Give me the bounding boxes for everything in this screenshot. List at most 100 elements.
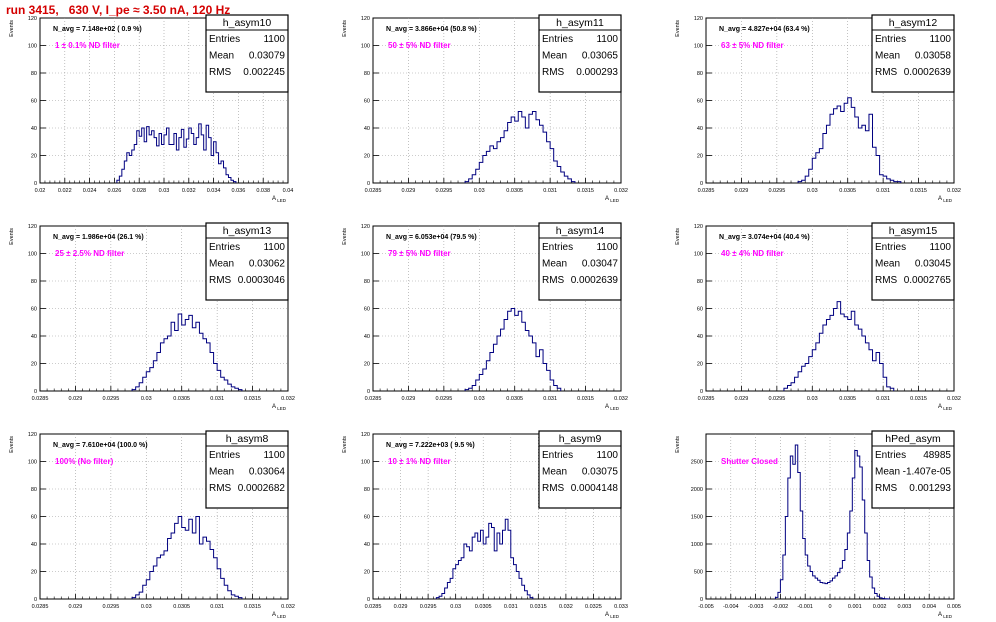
y-tick-label: 80: [31, 487, 37, 493]
x-tick-label: 0.029: [394, 604, 408, 610]
y-tick-label: 0: [34, 597, 37, 603]
x-tick-label: 0.029: [735, 396, 749, 402]
filter-label: 79 ± 5% ND filter: [388, 249, 451, 258]
stats-value: 1100: [263, 242, 285, 253]
stats-value: 0.03065: [582, 51, 619, 62]
histogram-name: h_asym8: [226, 433, 269, 445]
x-tick-label: 0.029: [402, 188, 416, 194]
stats-value: 48985: [923, 450, 951, 461]
y-tick-label: 100: [361, 252, 370, 258]
stats-box: [205, 14, 289, 93]
x-tick-label: 0.031: [543, 188, 557, 194]
histogram-h_asym11: 0.0285 0.029 0.0295 0.03 0.0305 0.031 0.0315 0.…: [342, 14, 628, 203]
x-tick-label: 0.0305: [839, 396, 856, 402]
stats-value: 1100: [263, 34, 285, 45]
filter-label: 10 ± 1% ND filter: [388, 457, 451, 466]
x-tick-label: 0.032: [614, 188, 628, 194]
x-tick-label: 0.031: [210, 396, 224, 402]
histogram-h_asym10: 0.02 0.022 0.024 0.026 0.028 0.03 0.032 0.034 0.…: [9, 14, 293, 203]
x-tick-label: 0.036: [232, 188, 246, 194]
x-tick-label: 0.0285: [365, 604, 382, 610]
stats-label: Mean: [209, 259, 234, 270]
y-tick-label: 100: [694, 252, 703, 258]
stats-label: Entries: [875, 34, 906, 45]
histogram-name: h_asym15: [889, 225, 938, 237]
stats-label: RMS: [542, 67, 565, 78]
x-tick-label: 0.0305: [475, 604, 492, 610]
stats-value: 0.03045: [915, 259, 952, 270]
y-tick-label: 2000: [691, 487, 703, 493]
histogram-h_asym14: 0.0285 0.029 0.0295 0.03 0.0305 0.031 0.0315 0.…: [342, 222, 628, 411]
stats-label: Entries: [542, 242, 573, 253]
x-tick-label: 0.0305: [839, 188, 856, 194]
stats-box: [538, 222, 622, 301]
stats-value: 1100: [596, 450, 618, 461]
x-tick-label: 0.03: [474, 188, 485, 194]
x-tick-label: 0.0305: [506, 396, 523, 402]
y-tick-label: 20: [31, 362, 37, 368]
y-tick-label: 20: [31, 570, 37, 576]
x-tick-label: 0.029: [402, 396, 416, 402]
y-tick-label: 1500: [691, 515, 703, 521]
x-tick-label: 0.03: [807, 396, 818, 402]
stats-value: -1.407e-05: [903, 467, 952, 478]
y-tick-label: 0: [367, 181, 370, 187]
stats-label: RMS: [875, 275, 898, 286]
x-tick-label: 0.029: [69, 604, 83, 610]
x-tick-label: 0.0295: [768, 188, 785, 194]
x-tick-label: 0.0285: [365, 188, 382, 194]
x-axis-title: A LED: [605, 196, 620, 203]
y-tick-label: 40: [697, 334, 703, 340]
x-axis-title: A LED: [272, 196, 287, 203]
x-tick-label: -0.001: [797, 604, 813, 610]
filter-label: 1 ± 0.1% ND filter: [55, 41, 120, 50]
histogram-line: [435, 518, 534, 599]
y-tick-label: 0: [34, 389, 37, 395]
y-tick-label: 40: [364, 126, 370, 132]
x-tick-label: 0.029: [69, 396, 83, 402]
x-tick-label: 0.0285: [365, 396, 382, 402]
x-tick-label: 0.0305: [173, 604, 190, 610]
y-tick-label: 100: [361, 44, 370, 50]
y-tick-label: 120: [361, 16, 370, 22]
y-axis-title: Events: [342, 20, 348, 37]
x-tick-label: 0.0285: [698, 188, 715, 194]
y-axis-title: Events: [342, 436, 348, 453]
x-tick-label: -0.004: [723, 604, 739, 610]
histogram-line: [131, 313, 243, 391]
n-avg-label: N_avg = 7.148e+02 ( 0.9 %): [53, 26, 142, 33]
histogram-name: h_asym12: [889, 17, 938, 29]
stats-label: Mean: [209, 467, 234, 478]
x-tick-label: 0.031: [210, 604, 224, 610]
x-tick-label: 0.032: [281, 604, 295, 610]
x-tick-label: 0.0285: [698, 396, 715, 402]
x-tick-label: 0.0315: [244, 604, 261, 610]
stats-label: Mean: [875, 467, 900, 478]
y-tick-label: 80: [31, 279, 37, 285]
histogram-h_asym13: 0.0285 0.029 0.0295 0.03 0.0305 0.031 0.0315 0.…: [9, 222, 295, 411]
x-axis-title: A LED: [938, 404, 953, 411]
y-tick-label: 60: [364, 99, 370, 105]
y-tick-label: 20: [697, 154, 703, 160]
x-tick-label: 0.031: [504, 604, 518, 610]
x-tick-label: 0.0285: [32, 396, 49, 402]
x-tick-label: 0.03: [807, 188, 818, 194]
x-tick-label: 0.0295: [435, 188, 452, 194]
stats-value: 0.0004148: [571, 483, 619, 494]
stats-label: RMS: [209, 483, 232, 494]
x-tick-label: 0.032: [614, 396, 628, 402]
x-tick-label: 0.0315: [244, 396, 261, 402]
x-tick-label: 0.004: [922, 604, 936, 610]
y-tick-label: 0: [367, 597, 370, 603]
y-tick-label: 20: [364, 362, 370, 368]
stats-label: Mean: [875, 259, 900, 270]
n-avg-label: N_avg = 3.866e+04 (50.8 %): [386, 26, 477, 33]
stats-box: [538, 430, 622, 509]
y-tick-label: 120: [28, 16, 37, 22]
filter-label: 40 ± 4% ND filter: [721, 249, 784, 258]
y-tick-label: 60: [31, 307, 37, 313]
stats-value: 0.0002765: [904, 275, 952, 286]
y-tick-label: 120: [28, 224, 37, 230]
histogram-line: [464, 308, 562, 391]
